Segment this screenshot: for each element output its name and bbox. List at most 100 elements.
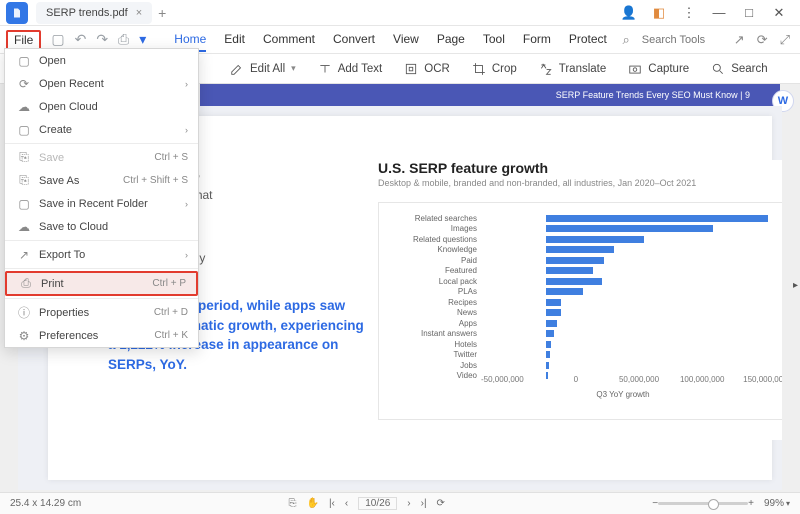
file-menu-dropdown: ▢ Open ⟳Open Recent›☁Open Cloud▢Create› ⎘Sa… [4, 48, 199, 348]
file-menu-save-in-recent-folder[interactable]: ▢Save in Recent Folder› [5, 192, 198, 215]
file-menu-save-as[interactable]: ⎘Save AsCtrl + Shift + S [5, 169, 198, 192]
fit-page-icon[interactable]: ⎘ [289, 498, 297, 509]
file-menu-properties[interactable]: ⓘPropertiesCtrl + D [5, 301, 198, 324]
menu-comment[interactable]: Comment [263, 28, 315, 52]
file-menu-create[interactable]: ▢Create› [5, 118, 198, 141]
menu-tool[interactable]: Tool [483, 28, 505, 52]
menu-item-icon: ☁ [15, 100, 33, 114]
qat-chevron-icon[interactable]: ▾ [139, 31, 146, 48]
share-icon[interactable]: ↗ [734, 32, 745, 48]
last-page-icon[interactable]: ›| [421, 498, 427, 509]
cloud-icon[interactable]: ⟳ [757, 32, 768, 48]
bar [546, 267, 593, 274]
bar [546, 257, 603, 264]
file-menu-preferences[interactable]: ⚙PreferencesCtrl + K [5, 324, 198, 347]
chart-subtitle: Desktop & mobile, branded and non-brande… [378, 178, 782, 188]
ribbon-label: Capture [648, 63, 689, 75]
menu-convert[interactable]: Convert [333, 28, 375, 52]
minimize-button[interactable]: — [704, 5, 734, 20]
page-total: /26 [376, 498, 390, 509]
next-page-icon[interactable]: › [407, 498, 410, 509]
bar-row: News [389, 308, 782, 319]
menu-item-shortcut: Ctrl + P [152, 278, 186, 289]
bar-category-label: Twitter [389, 350, 481, 359]
menu-item-label: Open [39, 55, 188, 67]
redo-icon[interactable]: ↷ [96, 31, 108, 48]
file-menu-print[interactable]: ⎙PrintCtrl + P [5, 271, 198, 296]
ribbon-label: Add Text [338, 63, 383, 75]
file-menu-save-to-cloud[interactable]: ☁Save to Cloud [5, 215, 198, 238]
menu-item-label: Save As [39, 175, 123, 187]
avatar-icon[interactable]: 👤 [614, 5, 644, 21]
document-tab[interactable]: SERP trends.pdf × [36, 2, 152, 24]
menu-edit[interactable]: Edit [224, 28, 245, 52]
bar-row: Related questions [389, 234, 782, 245]
bar-row: Related searches [389, 213, 782, 224]
zoom-chevron-icon[interactable]: ▾ [786, 499, 790, 508]
menu-item-label: Create [39, 124, 185, 136]
menu-item-icon: ▢ [15, 197, 33, 211]
ribbon-crop[interactable]: Crop [472, 62, 517, 76]
ribbon-capture[interactable]: Capture [628, 62, 689, 76]
ribbon-edit-all[interactable]: Edit All▾ [230, 62, 296, 76]
zoom-in-icon[interactable]: + [748, 498, 754, 509]
menu-protect[interactable]: Protect [569, 28, 607, 52]
chart-title: U.S. SERP feature growth [378, 160, 782, 176]
bar-category-label: Hotels [389, 340, 481, 349]
file-menu-open-cloud[interactable]: ☁Open Cloud [5, 95, 198, 118]
print-icon[interactable]: ⎙ [118, 31, 129, 48]
file-menu-open-recent[interactable]: ⟳Open Recent› [5, 72, 198, 95]
menu-page[interactable]: Page [437, 28, 465, 52]
ribbon-translate[interactable]: Translate [539, 62, 607, 76]
page-current[interactable]: 10 [365, 498, 376, 509]
close-tab-icon[interactable]: × [136, 7, 142, 19]
more-icon[interactable]: ⋮ [674, 5, 704, 21]
bar [546, 225, 713, 232]
menu-item-shortcut: Ctrl + K [154, 330, 188, 341]
bar-row: Recipes [389, 297, 782, 308]
bar-category-label: Knowledge [389, 245, 481, 254]
hand-tool-icon[interactable]: ✋ [307, 498, 319, 509]
menu-item-label: Open Recent [39, 78, 185, 90]
file-menu-export-to[interactable]: ↗Export To› [5, 243, 198, 266]
side-expand-icon[interactable]: ▸ [793, 280, 798, 291]
file-menu-open[interactable]: ▢ Open [5, 49, 198, 72]
search-tools-input[interactable] [642, 34, 722, 46]
menu-item-shortcut: Ctrl + D [154, 307, 188, 318]
bar [546, 246, 614, 253]
zoom-slider[interactable] [658, 502, 748, 505]
page-navigation: ⎘ ✋ |‹ ‹ 10/26 › ›| ⟳ [289, 497, 445, 510]
bar [546, 215, 768, 222]
menu-form[interactable]: Form [523, 28, 551, 52]
prev-page-icon[interactable]: ‹ [345, 498, 348, 509]
first-page-icon[interactable]: |‹ [329, 498, 335, 509]
notification-icon[interactable]: ◧ [644, 5, 674, 21]
menu-item-icon: ⎙ [17, 276, 35, 291]
new-tab-button[interactable]: + [158, 5, 166, 21]
search-icon: ⌕ [623, 32, 630, 48]
file-menu-save: ⎘SaveCtrl + S [5, 146, 198, 169]
ribbon-add-text[interactable]: Add Text [318, 62, 383, 76]
bar-row: Video [389, 371, 782, 382]
ribbon-search[interactable]: Search [711, 62, 767, 76]
bar [546, 330, 554, 337]
cursor-coordinates: 25.4 x 14.29 cm [10, 498, 81, 509]
close-window-button[interactable]: ✕ [764, 5, 794, 21]
zoom-value[interactable]: 99% [764, 498, 784, 509]
file-menu-button[interactable]: File [6, 30, 41, 50]
rotate-icon[interactable]: ⟳ [437, 498, 445, 509]
serp-growth-chart: U.S. SERP feature growth Desktop & mobil… [378, 160, 782, 440]
menu-item-shortcut: Ctrl + S [154, 152, 188, 163]
save-icon[interactable]: ▢ [51, 31, 64, 48]
document-header-strip: SERP Feature Trends Every SEO Must Know … [200, 84, 780, 106]
bar-row: Hotels [389, 339, 782, 350]
expand-icon[interactable]: ⤢ [780, 32, 790, 48]
maximize-button[interactable]: □ [734, 5, 764, 20]
menu-item-icon: ▢ [15, 54, 33, 68]
undo-icon[interactable]: ↶ [75, 31, 87, 48]
bar-category-label: Apps [389, 319, 481, 328]
menu-view[interactable]: View [393, 28, 419, 52]
ribbon-ocr[interactable]: OCR [404, 62, 450, 76]
menu-item-icon: ⓘ [15, 304, 33, 321]
bar-row: Knowledge [389, 245, 782, 256]
